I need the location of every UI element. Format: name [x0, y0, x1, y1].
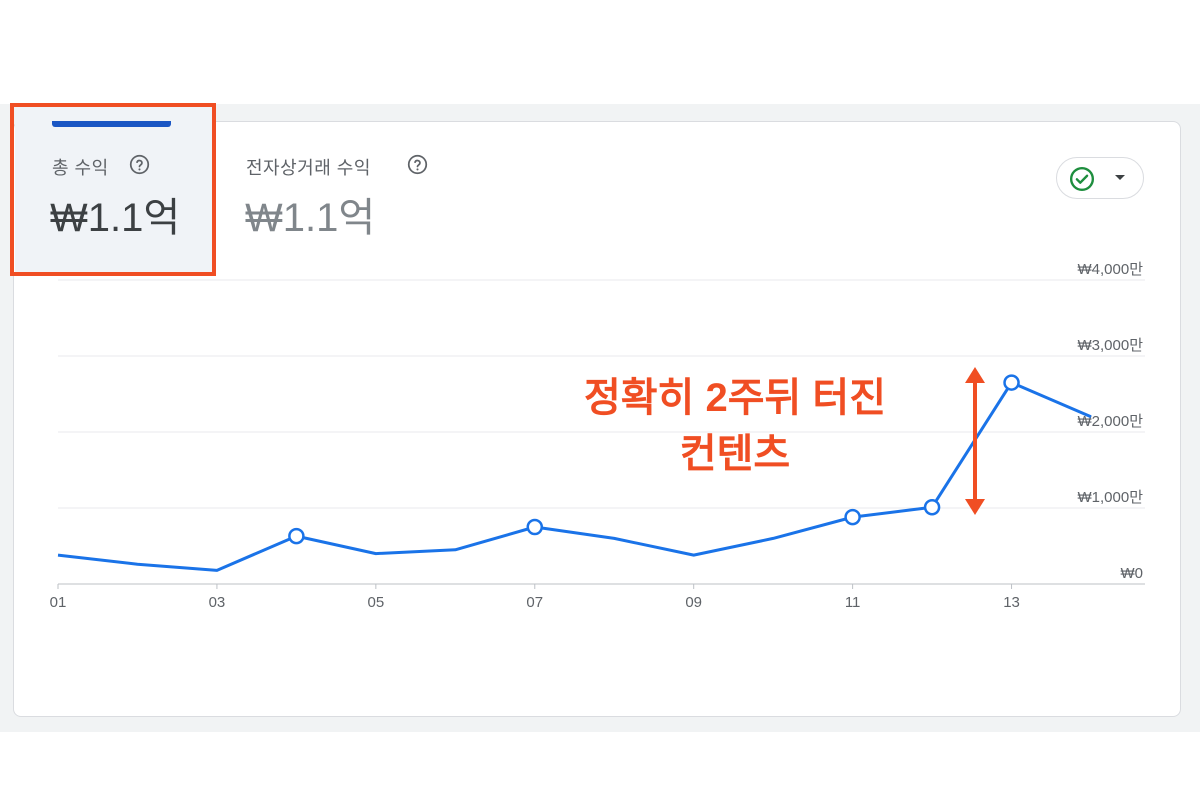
tab-ecommerce-revenue-value[interactable]: ₩1.1억: [245, 196, 376, 240]
data-point-marker: [923, 498, 941, 516]
y-tick-label: ₩4,000만: [1078, 261, 1144, 278]
y-tick-label: ₩0: [1121, 565, 1144, 582]
x-tick-label: 09: [685, 594, 702, 611]
data-point-marker: [844, 508, 861, 526]
tab-total-revenue-value: ₩1.1억: [50, 196, 181, 240]
annotation-text: 정확히 2주뒤 터진 컨텐츠: [540, 370, 930, 482]
check-circle-icon: [1069, 166, 1095, 192]
x-tick-label: 05: [368, 594, 385, 611]
y-tick-label: ₩2,000만: [1078, 413, 1144, 430]
data-point-marker: [1003, 374, 1020, 391]
status-dropdown[interactable]: [1056, 157, 1144, 199]
dropdown-caret-icon: [1115, 175, 1125, 180]
tab-total-revenue[interactable]: [15, 106, 213, 274]
x-tick-label: 11: [845, 594, 861, 611]
data-point-marker: [526, 518, 544, 536]
y-tick-label: ₩3,000만: [1078, 337, 1144, 354]
selected-tab-indicator: [52, 121, 171, 127]
help-icon[interactable]: [407, 154, 428, 175]
x-tick-label: 13: [1003, 594, 1020, 611]
annotation-arrow-head-down: [965, 499, 985, 515]
annotation-line-2: 컨텐츠: [679, 432, 791, 476]
annotation-arrow-head-up: [965, 367, 985, 383]
data-point-marker: [288, 527, 305, 545]
series-line: [57, 381, 1092, 572]
x-tick-label: 07: [526, 594, 543, 611]
help-icon[interactable]: [129, 154, 150, 175]
tab-total-revenue-label: 총 수익: [52, 158, 109, 178]
y-tick-label: ₩1,000만: [1078, 489, 1144, 506]
highlight-box: [10, 103, 216, 276]
x-tick-label: 03: [209, 594, 226, 611]
annotation-line-1: 정확히 2주뒤 터진: [583, 376, 887, 420]
x-tick-label: 01: [50, 594, 67, 611]
tab-ecommerce-revenue-label[interactable]: 전자상거래 수익: [246, 158, 371, 178]
